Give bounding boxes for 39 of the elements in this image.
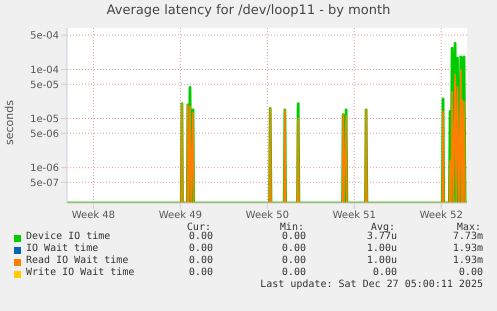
text: Last update: Sat Dec 27 05:00:11 2025: [260, 279, 483, 290]
text: 0.00: [282, 243, 306, 254]
text: 1.00u: [366, 255, 397, 266]
text: 0.00: [282, 231, 306, 242]
chart-title: Average latency for /dev/loop11 - by month: [106, 3, 392, 18]
legend-label: Read IO Wait time: [26, 255, 128, 266]
y-tick-label: 1e-05: [30, 114, 59, 126]
text: 0.00: [458, 267, 483, 278]
text: 1.93m: [452, 255, 483, 266]
y-tick-label: 5e-07: [30, 178, 59, 189]
x-tick-label: Week 49: [158, 210, 202, 222]
text: 0.00: [282, 255, 306, 266]
x-tick-label: Week 50: [246, 210, 289, 222]
text: Cur:: [186, 222, 211, 233]
text: 0.00: [188, 231, 213, 242]
legend-label: Write IO Wait time: [26, 267, 134, 278]
text: 7.73m: [452, 231, 483, 242]
text: 3.77u: [366, 231, 397, 242]
y-tick-label: 1e-04: [30, 65, 59, 76]
legend-label: IO Wait time: [26, 243, 98, 254]
x-tick-label: Week 51: [332, 210, 376, 222]
text: 0.00: [188, 243, 213, 254]
text: 0.00: [188, 255, 213, 266]
x-tick-label: Week 52: [420, 210, 463, 222]
text: Min:: [280, 222, 304, 233]
text: Avg:: [370, 222, 395, 233]
x-tick-label: Week 48: [72, 210, 116, 222]
legend-label: Device IO time: [26, 231, 110, 242]
text: 1.93m: [452, 243, 483, 254]
text: Max:: [456, 222, 481, 233]
y-tick-label: 5e-06: [30, 128, 59, 140]
y-axis-title: seconds: [3, 100, 16, 145]
y-tick-label: 5e-05: [30, 80, 59, 91]
text: 1.00u: [366, 243, 397, 254]
text: 0.00: [188, 267, 213, 278]
y-tick-label: 1e-06: [30, 163, 59, 174]
y-tick-label: 5e-04: [30, 30, 59, 42]
text: 0.00: [282, 267, 306, 278]
text: 0.00: [372, 267, 397, 278]
